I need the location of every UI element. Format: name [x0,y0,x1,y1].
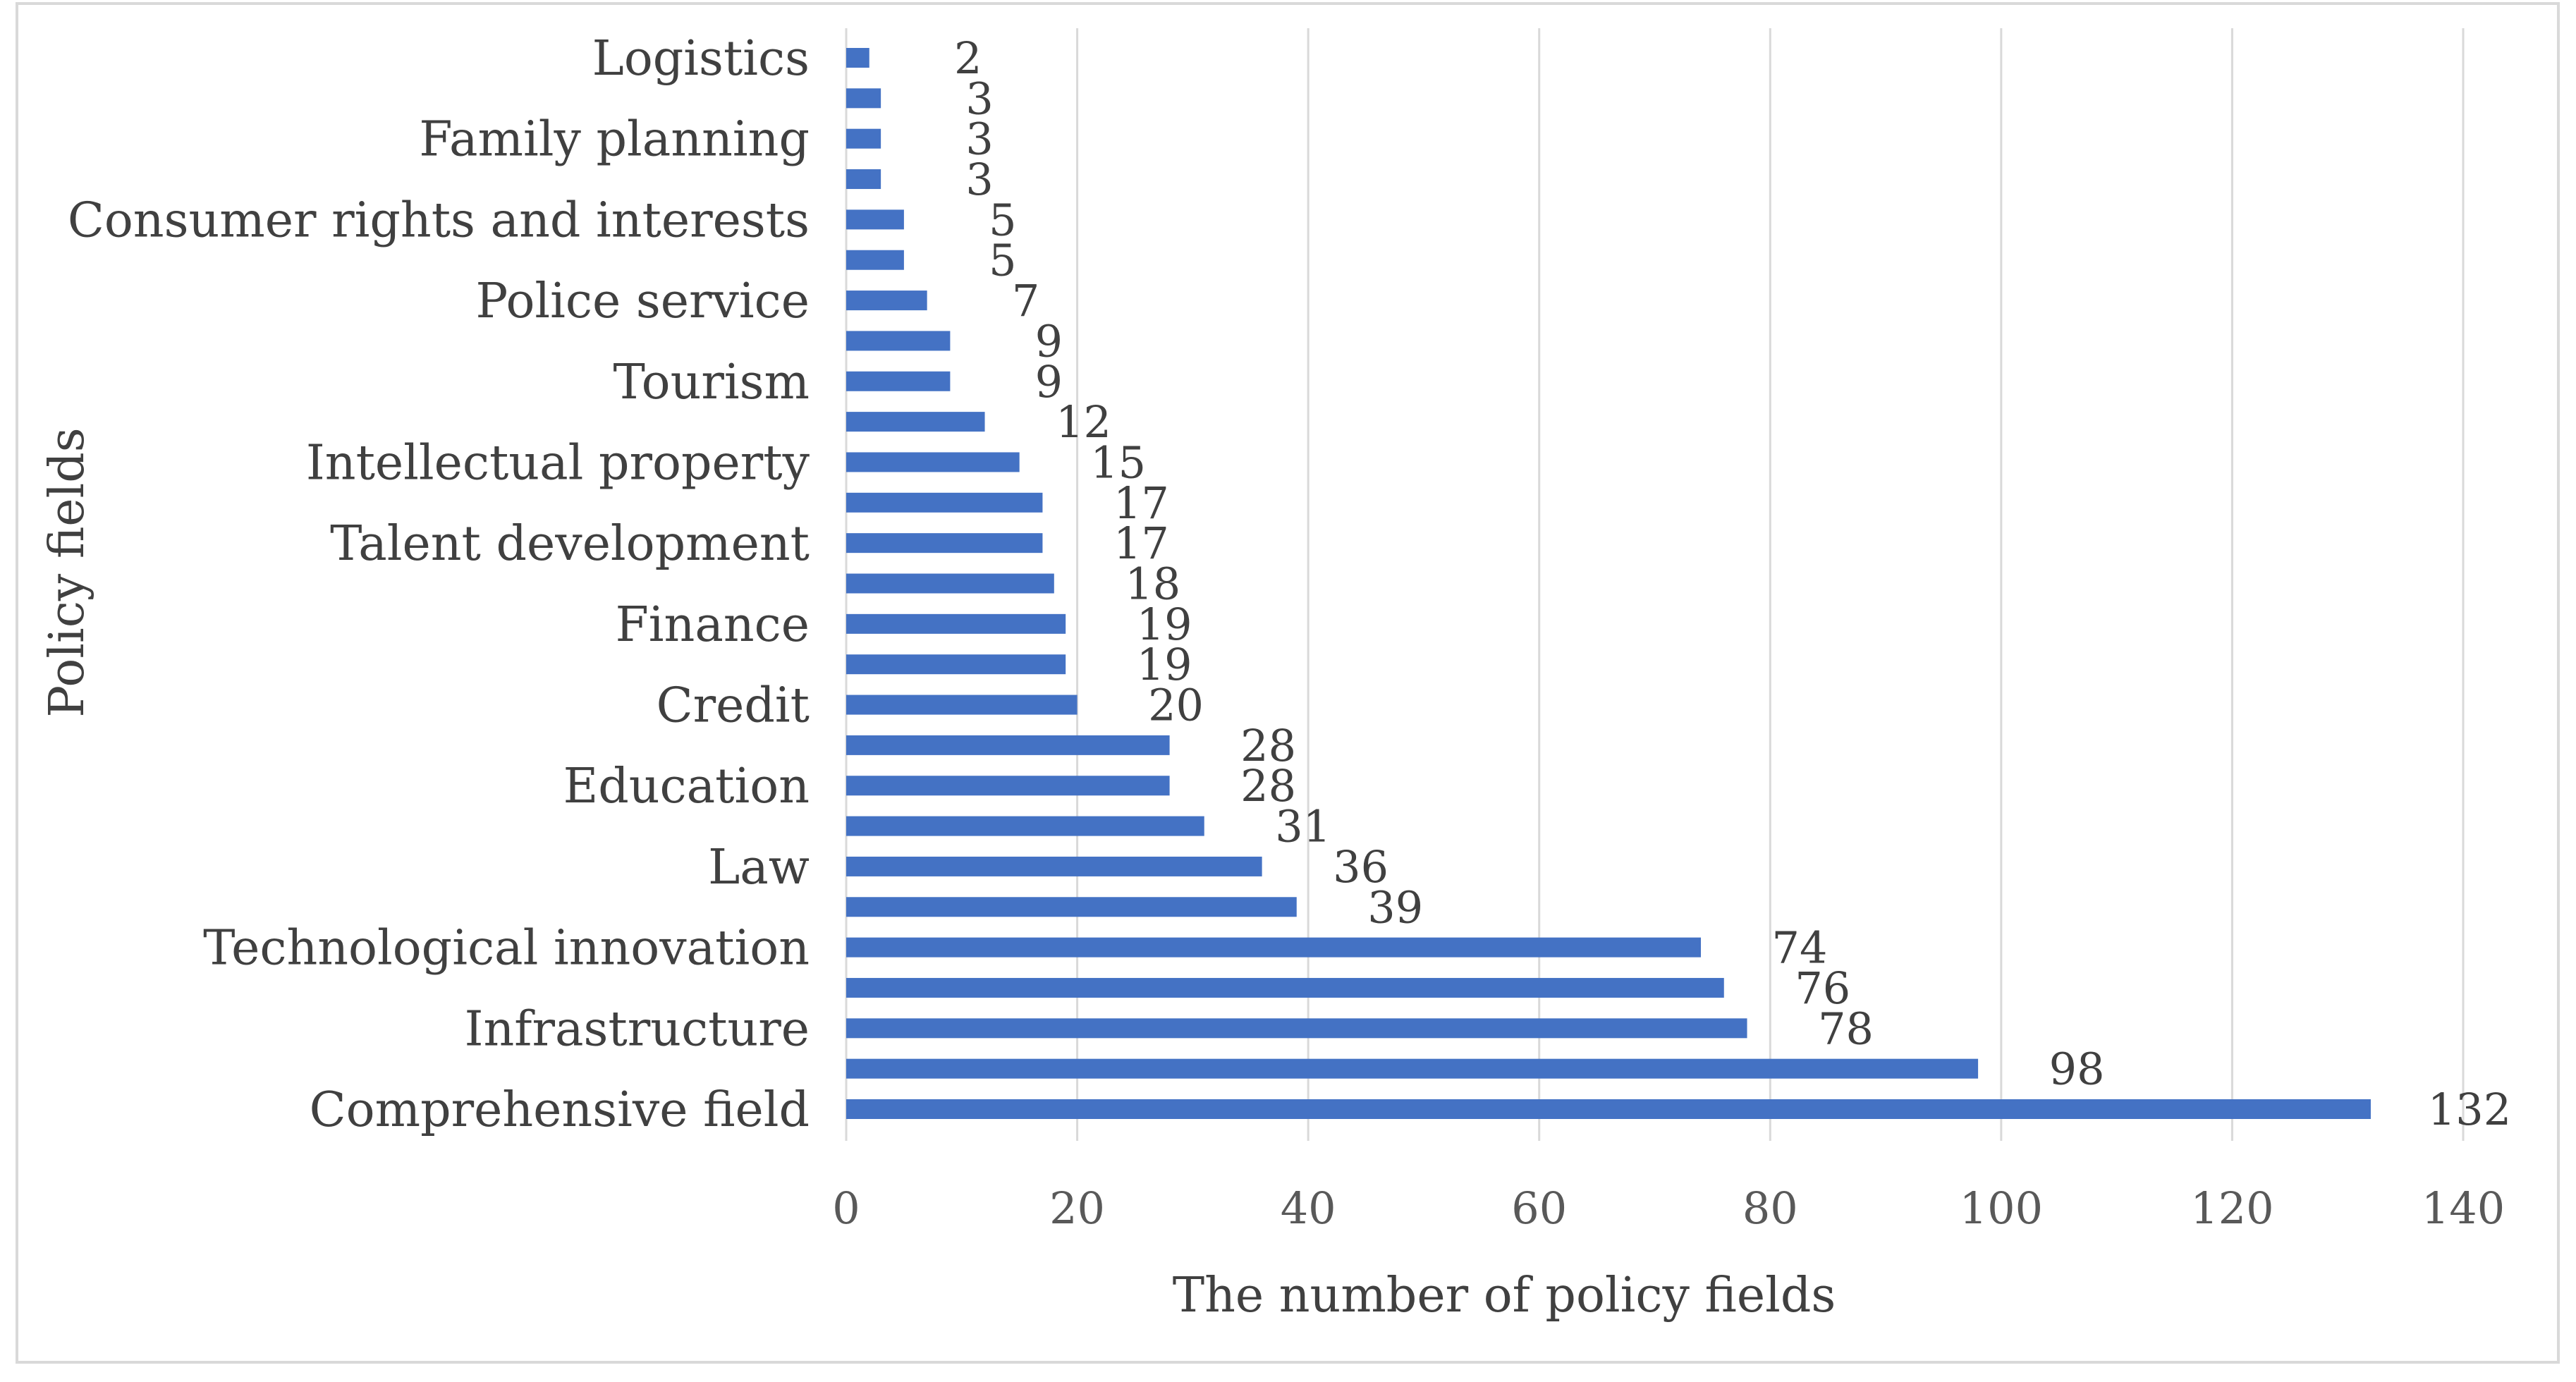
data-label: 5 [989,194,1016,245]
x-tick-label: 140 [2422,1182,2505,1234]
data-label: 15 [1090,436,1146,488]
category-label: Tourism [614,355,810,410]
data-label: 20 [1148,680,1204,731]
bar [846,776,1170,796]
x-tick-label: 40 [1281,1182,1336,1234]
x-axis-title: The number of policy fields [1173,1268,1836,1323]
category-label: Talent development [330,516,810,572]
bar [846,209,904,230]
data-label: 19 [1137,599,1192,650]
bar [846,937,1702,958]
category-label: Technological innovation [203,921,810,977]
x-tick-label: 80 [1742,1182,1798,1234]
category-label: Family planning [419,112,810,168]
category-label: Finance [616,597,810,653]
category-label: Police service [475,274,810,329]
data-label: 12 [1056,396,1111,448]
category-label: Law [708,840,810,895]
data-label: 9 [1035,315,1063,367]
data-label: 36 [1333,841,1388,893]
bar [846,613,1066,634]
bar [846,48,869,68]
bar [846,371,951,391]
bar [846,977,1724,998]
bar [846,1058,1979,1079]
chart-frame [16,2,2560,1364]
bar [846,412,985,432]
x-tick-label: 20 [1049,1182,1105,1234]
data-label: 98 [2049,1044,2105,1095]
data-label: 17 [1113,518,1169,569]
data-label: 9 [1035,356,1063,408]
bar [846,816,1204,836]
bar [846,1018,1747,1039]
bar [846,856,1262,876]
data-label: 31 [1275,801,1331,852]
bar [846,88,881,109]
category-label: Comprehensive field [310,1082,810,1138]
category-label: Credit [657,678,810,734]
data-label: 3 [965,154,993,205]
y-axis-title: Policy fields [39,427,95,717]
bar [846,128,881,149]
bar [846,695,1078,715]
data-labels: 1329878767439363128282019191817171512997… [954,32,2511,1135]
data-label: 78 [1818,1003,1874,1054]
data-label: 17 [1113,477,1169,529]
data-label: 18 [1125,558,1180,610]
bar [846,533,1043,554]
bar [846,452,1020,472]
data-label: 132 [2428,1084,2511,1135]
category-label: Education [563,759,810,814]
data-label: 28 [1240,720,1296,771]
data-label: 28 [1240,760,1296,812]
category-labels: Comprehensive field Infrastructure Technol… [68,31,810,1138]
data-label: 2 [954,32,982,84]
data-label: 3 [965,73,993,124]
category-label: Consumer rights and interests [68,192,810,248]
bar [846,573,1054,594]
x-tick-label: 0 [832,1182,860,1234]
bar [846,331,951,351]
data-label: 3 [965,114,993,165]
bar [846,250,904,270]
x-tick-label: 120 [2190,1182,2273,1234]
bar [846,492,1043,513]
bar [846,1099,2371,1119]
data-label: 76 [1795,962,1850,1014]
category-label: Intellectual property [306,435,810,491]
data-label: 19 [1137,639,1192,690]
x-tick-labels: 0 20 40 60 80 100 120 140 [832,1182,2505,1234]
bar [846,654,1066,675]
x-tick-label: 60 [1511,1182,1567,1234]
bar [846,169,881,190]
category-label: Infrastructure [465,1001,810,1057]
bar [846,735,1170,755]
bar [846,897,1297,917]
x-tick-label: 100 [1960,1182,2043,1234]
data-label: 5 [989,235,1016,286]
data-label: 74 [1772,922,1828,974]
data-label: 7 [1012,275,1039,326]
data-label: 39 [1367,881,1423,933]
category-label: Logistics [592,31,810,87]
bars [846,48,2371,1119]
bar [846,291,927,311]
